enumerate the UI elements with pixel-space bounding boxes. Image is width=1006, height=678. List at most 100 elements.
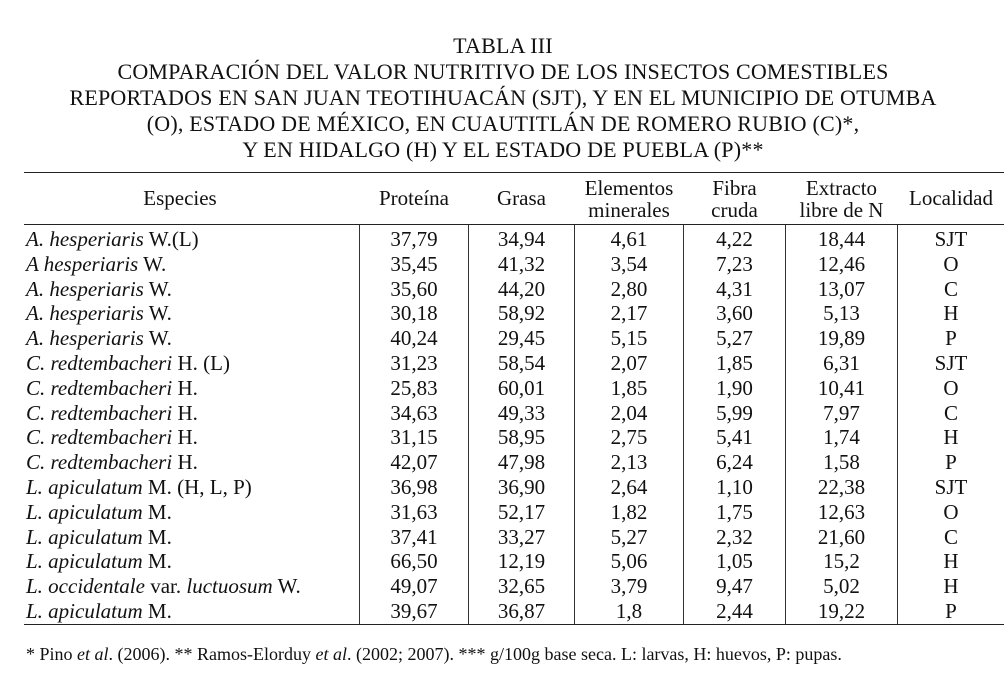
table-row: L. apiculatum M. 39,67 36,87 1,8 2,44 19,22 P [0,599,1006,624]
header-extracto-line1: Extracto [805,176,878,200]
table-title: TABLA III COMPARACIÓN DEL VALOR NUTRITIV… [0,33,1006,163]
proteina-cell: 39,67 [390,599,438,623]
minerales-cell: 1,82 [610,499,648,524]
fibra-cell: 2,44 [716,599,753,623]
localidad-cell: O [943,251,959,276]
table-row: A. hesperiaris W.(L) 37,79 34,94 4,61 4,22 18… [0,227,1006,252]
species-name: L. apiculatum [26,475,143,499]
species-author: var. [144,574,187,599]
extracto-cell: 5,13 [823,301,860,326]
grasa-cell: 33,27 [497,524,546,549]
title-line-3: REPORTADOS EN SAN JUAN TEOTIHUACÁN (SJT)… [69,85,937,110]
table-row: L. apiculatum M. (H, L, P) 36,98 36,90 2,64… [0,475,1006,500]
fibra-cell: 5,99 [716,400,753,425]
species-cell: C. redtembacheri H. (L) [26,351,230,376]
table-row: A. hesperiaris W. 30,18 58,92 2,17 3,60 5,13 H [0,301,1006,326]
species-author: M. [142,524,172,549]
table-row: L. apiculatum M. 66,50 12,19 5,06 1,05 15,2 H [0,549,1006,574]
table-row: C. redtembacheri H. 42,07 47,98 2,13 6,24 1,5… [0,450,1006,475]
grasa-cell: 44,20 [497,276,546,301]
minerales-cell: 2,07 [610,351,648,375]
proteina-cell: 42,07 [390,450,438,475]
extracto-cell: 7,97 [823,400,860,425]
species-author: M. [142,549,172,574]
localidad-cell: H [943,574,959,599]
species-author: H. [172,375,198,400]
species-name: C. redtembacheri [26,450,173,475]
fibra-cell: 6,24 [716,450,753,475]
species-author: W.(L) [143,227,199,251]
proteina-cell: 25,83 [390,375,438,400]
grasa-cell: 36,87 [497,599,546,623]
species-name: A. hesperiaris [26,326,144,351]
grasa-cell: 29,45 [497,326,546,351]
extracto-cell: 19,89 [817,326,866,351]
localidad-cell: P [945,450,957,475]
fibra-cell: 1,90 [716,375,753,400]
proteina-cell: 66,50 [390,549,438,574]
localidad-cell: H [943,425,959,450]
species-cell: L. occidentale var. luctuosum W. [26,574,301,599]
localidad-cell: SJT [934,227,968,251]
localidad-cell: O [943,375,959,400]
species-cell: C. redtembacheri H. [26,401,198,426]
header-rule [24,224,1004,225]
proteina-cell: 49,07 [390,574,438,599]
species-name: A hesperiaris [26,251,139,276]
species-cell: L. apiculatum M. (H, L, P) [26,475,252,500]
localidad-cell: P [945,326,957,351]
header-fibra-line1: Fibra [712,176,757,200]
species-name: L. apiculatum [26,599,143,623]
minerales-cell: 1,8 [615,599,643,623]
minerales-cell: 4,61 [610,227,648,251]
localidad-cell: SJT [934,351,968,375]
species-name: L. apiculatum [26,499,143,524]
species-cell: A. hesperiaris W. [26,301,172,326]
localidad-cell: P [945,599,957,623]
header-fibra-cruda: Fibra cruda [683,177,786,221]
header-extracto: Extracto libre de N [785,177,898,221]
localidad-cell: C [943,400,958,425]
title-line-5: Y EN HIDALGO (H) Y EL ESTADO DE PUEBLA (… [242,137,764,162]
table-row: L. occidentale var. luctuosum W. 49,07 32,… [0,574,1006,599]
proteina-cell: 36,98 [390,475,438,499]
extracto-cell: 1,58 [823,450,860,475]
fibra-cell: 5,41 [716,425,753,450]
title-line-2: COMPARACIÓN DEL VALOR NUTRITIVO DE LOS I… [117,59,889,84]
species-name: C. redtembacheri [26,351,173,375]
table-row: L. apiculatum M. 37,41 33,27 5,27 2,32 21,60 C [0,525,1006,550]
table-row: A. hesperiaris W. 40,24 29,45 5,15 5,27 19,89… [0,326,1006,351]
fibra-cell: 1,05 [716,549,753,574]
species-cell: A. hesperiaris W. [26,326,172,351]
bottom-rule [24,624,1004,625]
proteina-cell: 37,79 [390,227,438,251]
species-author: W. [272,574,301,599]
header-localidad: Localidad [909,186,993,210]
species-author: W. [143,276,172,301]
species-name: L. apiculatum [26,549,143,574]
species-cell: A hesperiaris W. [26,252,166,277]
column-divider [468,225,469,624]
extracto-cell: 13,07 [817,276,866,301]
header-extracto-line2: libre de N [799,198,884,222]
species-author: M. [142,599,172,623]
table-row: A. hesperiaris W. 35,60 44,20 2,80 4,31 13,07… [0,277,1006,302]
species-cell: L. apiculatum M. [26,599,172,624]
proteina-cell: 40,24 [390,326,438,351]
species-name: L. occidentale [26,574,145,599]
species-name: C. redtembacheri [26,375,173,400]
localidad-cell: H [943,301,959,326]
extracto-cell: 1,74 [823,425,860,450]
fibra-cell: 1,85 [716,351,753,375]
extracto-cell: 18,44 [817,227,866,251]
localidad-cell: SJT [934,475,968,499]
proteina-cell: 31,63 [390,499,438,524]
species-author: H. [172,400,198,425]
table-row: L. apiculatum M. 31,63 52,17 1,82 1,75 12,63 O [0,500,1006,525]
column-divider [897,225,898,624]
extracto-cell: 6,31 [823,351,860,375]
species-author: W. [143,301,172,326]
fibra-cell: 9,47 [716,574,753,599]
grasa-cell: 60,01 [497,375,546,400]
minerales-cell: 2,13 [610,450,648,475]
